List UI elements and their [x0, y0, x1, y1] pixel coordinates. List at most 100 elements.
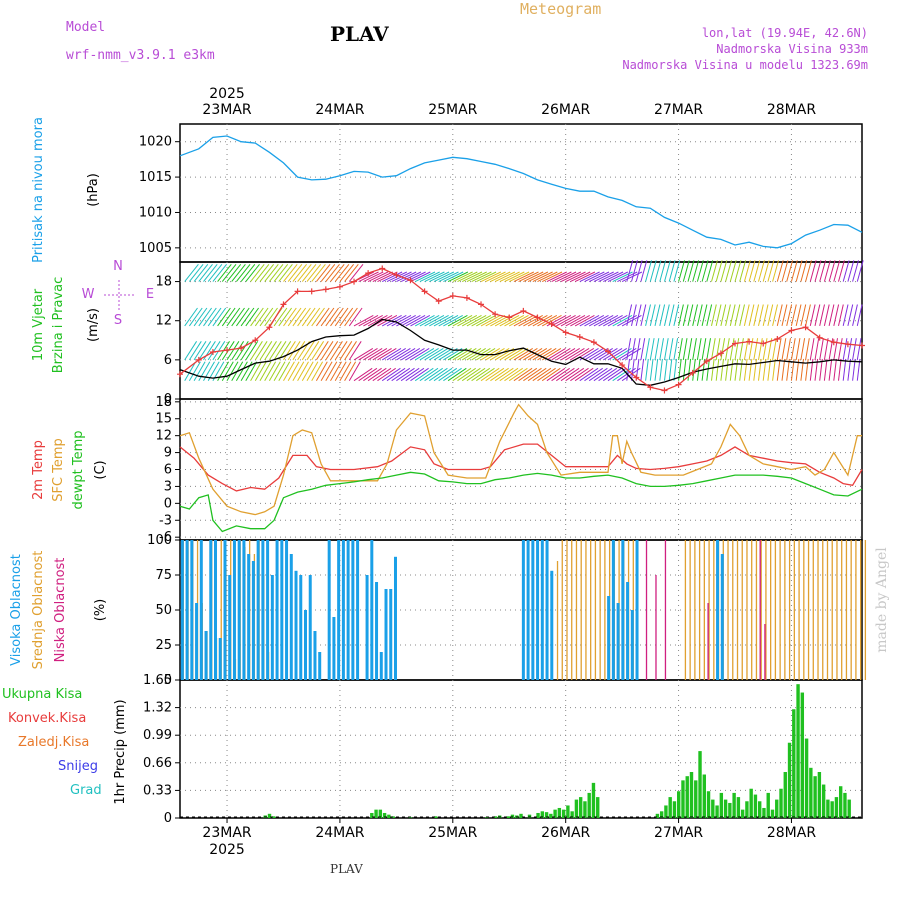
high-cloud-bar	[242, 540, 246, 680]
wind-arrow	[603, 347, 623, 361]
wind-arrow	[574, 271, 596, 283]
wind-arrow	[315, 341, 329, 361]
gust-marker	[435, 298, 442, 305]
precip-bar	[838, 786, 843, 818]
high-cloud-bar	[190, 540, 194, 680]
wind-arrow	[188, 361, 201, 381]
precip-bar	[736, 797, 741, 818]
wind-arrow	[687, 260, 695, 282]
precip-bar	[783, 772, 787, 818]
wind-arrow	[254, 263, 270, 282]
wind-arrow	[259, 307, 274, 327]
wind-arrow	[193, 341, 207, 361]
wind-arrow	[527, 314, 548, 327]
label-temp-2m: 2m Temp	[31, 440, 46, 500]
wind-arrow	[532, 314, 553, 327]
gust-marker	[844, 341, 851, 348]
y-tick-label-wind: 18	[155, 275, 172, 290]
wind-arrow	[819, 260, 827, 282]
wind-arrow	[273, 341, 287, 361]
wind-arrow	[541, 314, 562, 327]
wind-arrow	[715, 338, 721, 360]
x-tick-top: 27MAR	[654, 102, 703, 118]
wind-arrow	[654, 358, 659, 381]
wind-arrow	[283, 341, 296, 361]
series-line-sfc-temp	[179, 403, 862, 516]
wind-arrow	[198, 263, 213, 282]
wind-arrow	[631, 338, 636, 360]
gust-marker	[675, 381, 682, 388]
gust-marker	[619, 362, 626, 369]
wind-arrow	[461, 314, 482, 327]
wind-arrow	[852, 260, 859, 282]
wind-arrow	[264, 263, 279, 282]
wind-arrow	[776, 358, 781, 381]
panel-frame-precip	[179, 679, 863, 819]
wind-arrow	[410, 314, 431, 327]
wind-arrow	[226, 307, 241, 327]
wind-arrow	[466, 271, 487, 283]
gust-marker	[633, 374, 640, 381]
wind-arrow	[786, 304, 793, 327]
wind-arrow	[767, 358, 772, 381]
wind-arrow	[706, 358, 710, 381]
wind-arrow	[466, 367, 486, 382]
wind-arrow	[306, 341, 320, 361]
precip-bar	[719, 792, 724, 818]
precip-bar	[374, 809, 378, 818]
wind-arrow	[226, 361, 239, 381]
compass-e: E	[146, 287, 154, 302]
high-cloud-bar	[393, 556, 397, 680]
wind-arrow	[443, 367, 462, 382]
y-tick-label-wind: 12	[155, 314, 172, 329]
series-line-dewpt-temp	[179, 471, 863, 533]
wind-arrow	[325, 341, 339, 361]
wind-arrow	[607, 314, 628, 327]
wind-arrow	[268, 361, 281, 381]
wind-arrow	[852, 358, 856, 381]
wind-arrow	[823, 304, 830, 327]
wind-arrow	[570, 271, 591, 283]
gust-marker	[351, 278, 358, 285]
wind-arrow	[264, 361, 277, 381]
wind-arrow	[645, 260, 652, 282]
wind-arrow	[221, 263, 237, 282]
wind-arrow	[339, 341, 353, 361]
high-cloud-bar	[266, 540, 270, 680]
wind-arrow	[696, 338, 702, 360]
wind-arrow	[212, 307, 227, 327]
wind-arrow	[579, 367, 599, 382]
precip-bar	[817, 772, 822, 818]
wind-arrow	[339, 263, 354, 282]
wind-arrow	[664, 338, 669, 360]
wind-arrow	[598, 271, 619, 283]
high-cloud-bar	[256, 540, 260, 680]
y-tick-label-pressure: 1020	[139, 135, 172, 150]
wind-arrow	[461, 271, 483, 283]
wind-arrow	[254, 361, 267, 381]
unit-cloud: (%)	[93, 599, 108, 622]
label-temp-dewpt: dewpt Temp	[71, 430, 86, 509]
wind-arrow	[250, 307, 264, 327]
x-tick-bottom: 28MAR	[767, 825, 816, 841]
high-cloud-bar	[251, 561, 255, 680]
wind-arrow	[645, 304, 651, 327]
wind-arrow	[245, 361, 258, 381]
wind-arrow	[485, 314, 506, 327]
high-cloud-bar	[635, 540, 639, 680]
wind-arrow	[833, 304, 840, 327]
precip-bar	[574, 799, 579, 818]
wind-arrow	[664, 260, 671, 282]
wind-arrow	[748, 304, 755, 327]
wind-arrow	[334, 263, 350, 282]
y-tick-label-precip: 1.32	[143, 701, 172, 716]
gust-marker	[732, 340, 739, 347]
wind-arrow	[278, 263, 293, 282]
high-cloud-bar	[332, 617, 336, 680]
precip-bar	[813, 776, 817, 818]
wind-arrow	[235, 361, 248, 381]
wind-arrow	[353, 314, 374, 327]
wind-arrow	[438, 271, 459, 283]
wind-arrow	[433, 367, 453, 382]
wind-arrow	[301, 263, 317, 282]
